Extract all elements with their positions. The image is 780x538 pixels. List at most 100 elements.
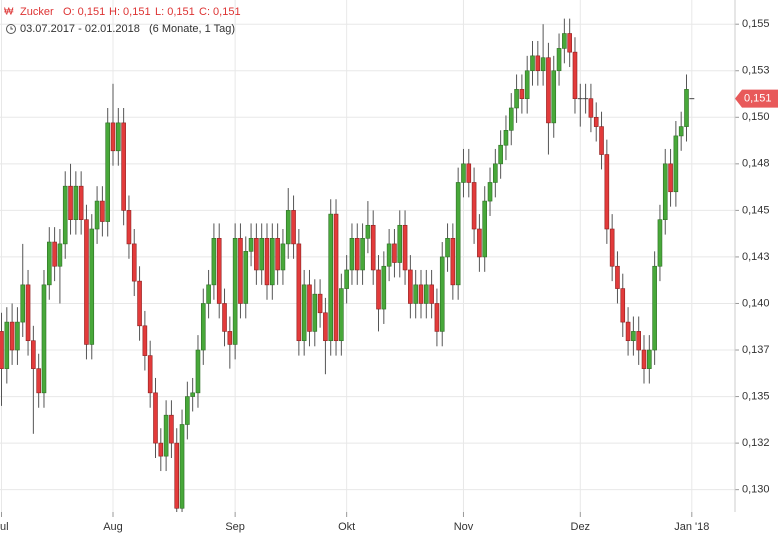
- period: (6 Monate, 1 Tag): [149, 23, 235, 35]
- candle-body: [296, 243, 302, 342]
- candle-body: [222, 303, 227, 332]
- candle-body: [36, 368, 41, 394]
- grid: [0, 0, 735, 512]
- candle-body: [216, 238, 222, 304]
- candle-body: [567, 33, 572, 53]
- ohlc-close: C: 0,151: [199, 6, 241, 18]
- candle-body: [466, 163, 472, 183]
- x-tick-label: Okt: [338, 521, 355, 533]
- candle-body: [312, 293, 318, 332]
- candle-body: [471, 182, 477, 230]
- candle-body: [413, 284, 418, 304]
- candle-body: [89, 228, 95, 345]
- candle-body: [259, 238, 264, 271]
- candle-body: [153, 392, 158, 444]
- instrument-icon: ₩: [4, 7, 14, 18]
- ohlc-high: H: 0,151: [109, 6, 151, 18]
- candle-body: [62, 185, 68, 245]
- candle-body: [604, 154, 610, 230]
- candle-body: [301, 284, 307, 342]
- candle-body: [46, 241, 52, 286]
- candle-body: [285, 210, 291, 245]
- candle-body: [131, 243, 137, 282]
- candle-body: [408, 269, 413, 304]
- candle-body: [275, 238, 280, 271]
- candle-body: [370, 224, 376, 271]
- date-range: 03.07.2017 - 02.01.2018: [20, 23, 140, 35]
- candle-body: [625, 321, 631, 342]
- candle-body: [323, 312, 328, 342]
- candle-body: [615, 265, 620, 289]
- candle-body: [546, 57, 551, 124]
- candle-body: [254, 238, 259, 271]
- candle-body: [397, 224, 403, 263]
- y-tick-label: 0,140: [742, 297, 770, 309]
- candle-body: [662, 163, 668, 220]
- candle-body: [31, 340, 36, 369]
- candle-body: [147, 355, 153, 394]
- candle-body: [455, 182, 461, 286]
- candle-body: [376, 269, 381, 310]
- candle-body: [116, 122, 121, 152]
- ohlc-open: O: 0,151: [63, 6, 105, 18]
- candle-body: [588, 98, 594, 118]
- candle-body: [503, 130, 509, 146]
- candle-body: [100, 200, 105, 222]
- clock-icon: [6, 24, 16, 34]
- candle-body: [339, 288, 344, 342]
- candle-body: [514, 89, 519, 109]
- candle-body: [641, 349, 647, 369]
- candle-body: [657, 219, 663, 267]
- x-tick-label: Nov: [454, 521, 474, 533]
- candle-body: [477, 228, 482, 258]
- y-tick-label: 0,148: [742, 158, 770, 170]
- candle-body: [41, 284, 47, 394]
- candle-body: [402, 224, 408, 271]
- candle-body: [620, 288, 626, 323]
- candle-body: [392, 243, 397, 263]
- candle-body: [238, 238, 243, 304]
- candle-body: [439, 256, 445, 332]
- candle-body: [556, 48, 562, 72]
- candle-body: [179, 424, 185, 509]
- y-tick-label: 0,155: [742, 18, 770, 30]
- candle-body: [381, 265, 387, 310]
- candle-body: [386, 243, 392, 267]
- candle-body: [551, 70, 557, 124]
- candle-body: [20, 284, 26, 323]
- candle-body: [126, 210, 132, 245]
- y-tick-label: 0,153: [742, 65, 770, 77]
- candle-body: [684, 89, 689, 127]
- candle-body: [52, 241, 57, 267]
- candle-body: [328, 213, 334, 342]
- candle-body: [248, 238, 254, 252]
- y-tick-label: 0,130: [742, 484, 770, 496]
- y-tick-label: 0,132: [742, 437, 770, 449]
- candle-body: [540, 57, 546, 72]
- x-tick-label: Jan '18: [674, 521, 709, 533]
- candle-body: [562, 33, 567, 49]
- candle-body: [0, 331, 4, 369]
- y-tick-label: 0,135: [742, 390, 770, 402]
- candle-body: [498, 144, 503, 165]
- candle-body: [678, 126, 684, 137]
- x-tick-label: Jul: [0, 521, 9, 533]
- candle-body: [524, 70, 530, 99]
- candle-body: [137, 280, 142, 327]
- candle-body: [232, 238, 238, 345]
- candle-body: [142, 325, 148, 356]
- y-tick-label: 0,143: [742, 251, 770, 263]
- candle-body: [94, 200, 100, 230]
- candles: [0, 18, 695, 512]
- candle-body: [243, 251, 249, 304]
- candle-body: [360, 238, 365, 271]
- candle-body: [9, 321, 15, 351]
- candle-body: [211, 238, 217, 286]
- clock-hands: [10, 26, 13, 30]
- y-tick-label: 0,145: [742, 204, 770, 216]
- candle-body: [174, 442, 180, 509]
- y-tick-label: 0,137: [742, 344, 770, 356]
- candle-body: [535, 55, 541, 72]
